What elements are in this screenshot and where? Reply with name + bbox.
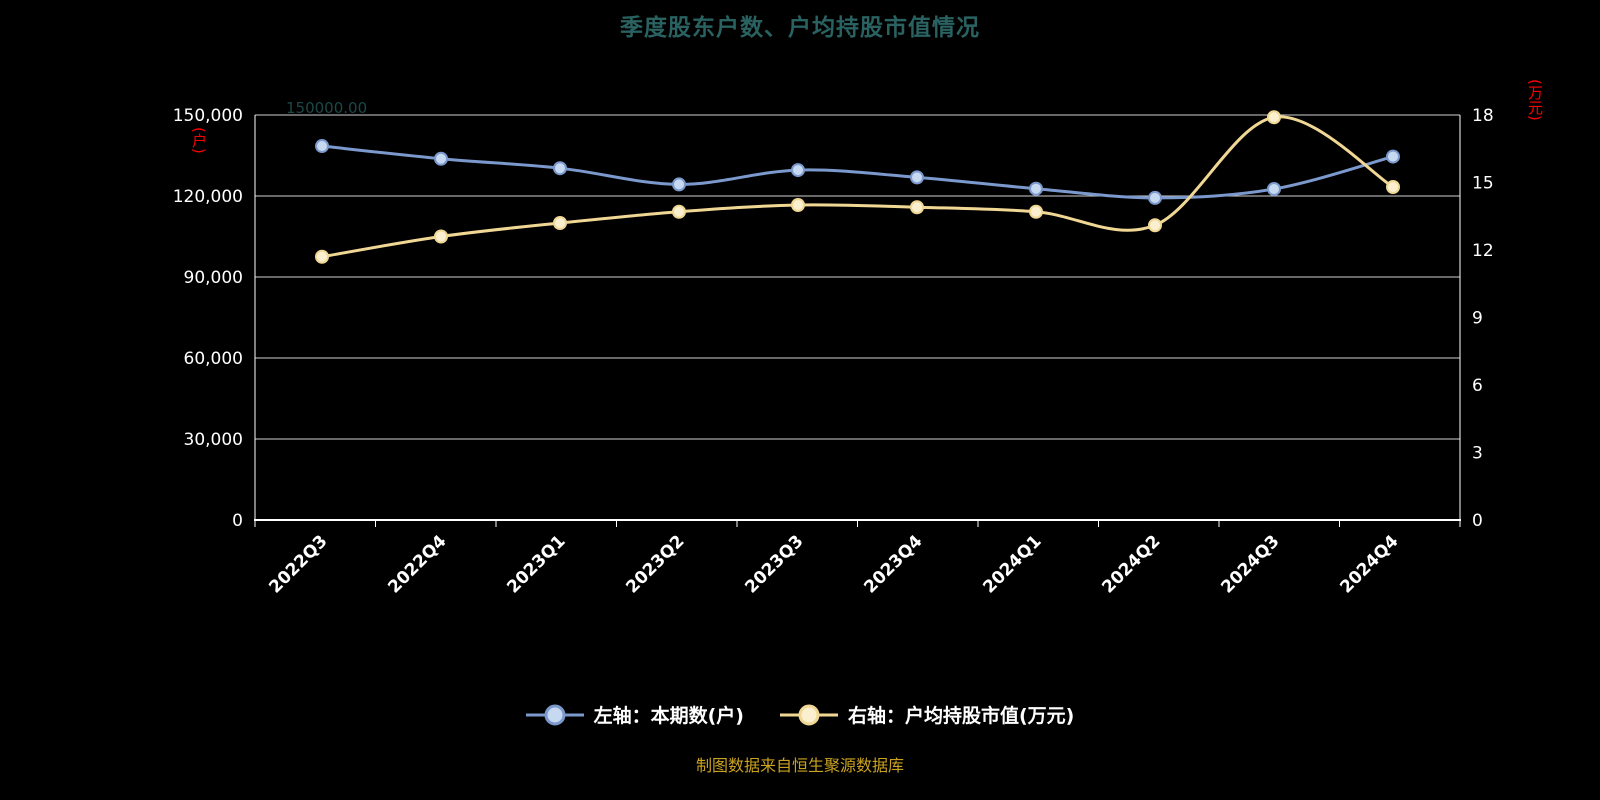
right-axis-tick-label: 6: [1472, 376, 1483, 396]
left-axis-tick-label: 90,000: [184, 268, 243, 288]
legend-item-shareholder-count[interactable]: 左轴：本期数(户): [525, 701, 744, 728]
avg-market-value-point: [553, 216, 567, 230]
shareholder-count-point: [1148, 190, 1162, 205]
x-axis-category-label: 2023Q1: [503, 531, 569, 597]
avg-market-value-point: [1148, 218, 1162, 233]
avg-market-value-point: [910, 200, 924, 215]
shareholder-count-point: [672, 177, 686, 192]
shareholder-count-point: [1386, 149, 1400, 164]
left-axis-unit-label: (户): [190, 127, 208, 154]
avg-market-value-point: [672, 204, 686, 219]
shareholder-count-line: [321, 144, 1394, 200]
legend-label-shareholder-count: 左轴：本期数(户): [593, 705, 744, 727]
avg-market-value-line: [321, 115, 1394, 259]
shareholder-count-point: [434, 151, 448, 166]
shareholder-count-point: [791, 163, 805, 178]
avg-market-value-point: [315, 249, 329, 264]
shareholder-count-point: [1267, 181, 1281, 196]
left-axis-tick-label: 150,000: [173, 106, 243, 126]
x-axis-category-label: 2024Q3: [1217, 531, 1283, 597]
blue-line-marker-icon: [525, 704, 584, 725]
right-axis-tick-label: 12: [1472, 241, 1494, 261]
legend-label-market-value: 右轴：户均持股市值(万元): [848, 705, 1075, 727]
x-axis-category-label: 2022Q4: [384, 531, 450, 597]
x-axis-category-label: 2024Q4: [1336, 531, 1402, 597]
right-axis-tick-label: 9: [1472, 309, 1483, 329]
x-axis-category-label: 2023Q3: [741, 531, 807, 597]
right-axis-unit-label: (万元): [1526, 79, 1544, 121]
left-axis-tick-label: 0: [232, 511, 243, 531]
right-axis-tick-label: 3: [1472, 444, 1483, 464]
left-axis-tick-label: 120,000: [173, 187, 243, 207]
shareholder-count-point: [315, 139, 329, 154]
left-axis-tick-label: 30,000: [184, 430, 243, 450]
right-axis-tick-label: 0: [1472, 511, 1483, 531]
avg-market-value-point: [791, 198, 805, 212]
corner-annotation: 150000.00: [286, 99, 368, 117]
x-axis-category-label: 2024Q1: [979, 531, 1045, 597]
x-axis-category-label: 2023Q2: [622, 531, 688, 597]
x-axis-category-label: 2022Q3: [265, 531, 331, 597]
shareholder-count-point: [910, 170, 924, 185]
x-axis-category-label: 2023Q4: [860, 531, 926, 597]
avg-market-value-point: [1029, 204, 1043, 219]
shareholder-count-point: [553, 161, 567, 176]
avg-market-value-point: [1386, 180, 1400, 194]
chart-title: 季度股东户数、户均持股市值情况: [620, 15, 980, 41]
yellow-line-marker-icon: [780, 704, 838, 725]
x-axis-category-label: 2024Q2: [1098, 531, 1164, 597]
left-axis-tick-label: 60,000: [184, 349, 243, 369]
avg-market-value-point: [1267, 110, 1281, 125]
right-axis-tick-label: 18: [1472, 106, 1494, 126]
right-axis-tick-label: 15: [1472, 174, 1494, 194]
source-note: 制图数据来自恒生聚源数据库: [695, 756, 904, 775]
legend-item-market-value[interactable]: 右轴：户均持股市值(万元): [780, 701, 1074, 728]
legend: 左轴：本期数(户) 右轴：户均持股市值(万元): [0, 701, 1600, 728]
avg-market-value-point: [434, 229, 448, 244]
shareholder-count-point: [1029, 181, 1043, 196]
